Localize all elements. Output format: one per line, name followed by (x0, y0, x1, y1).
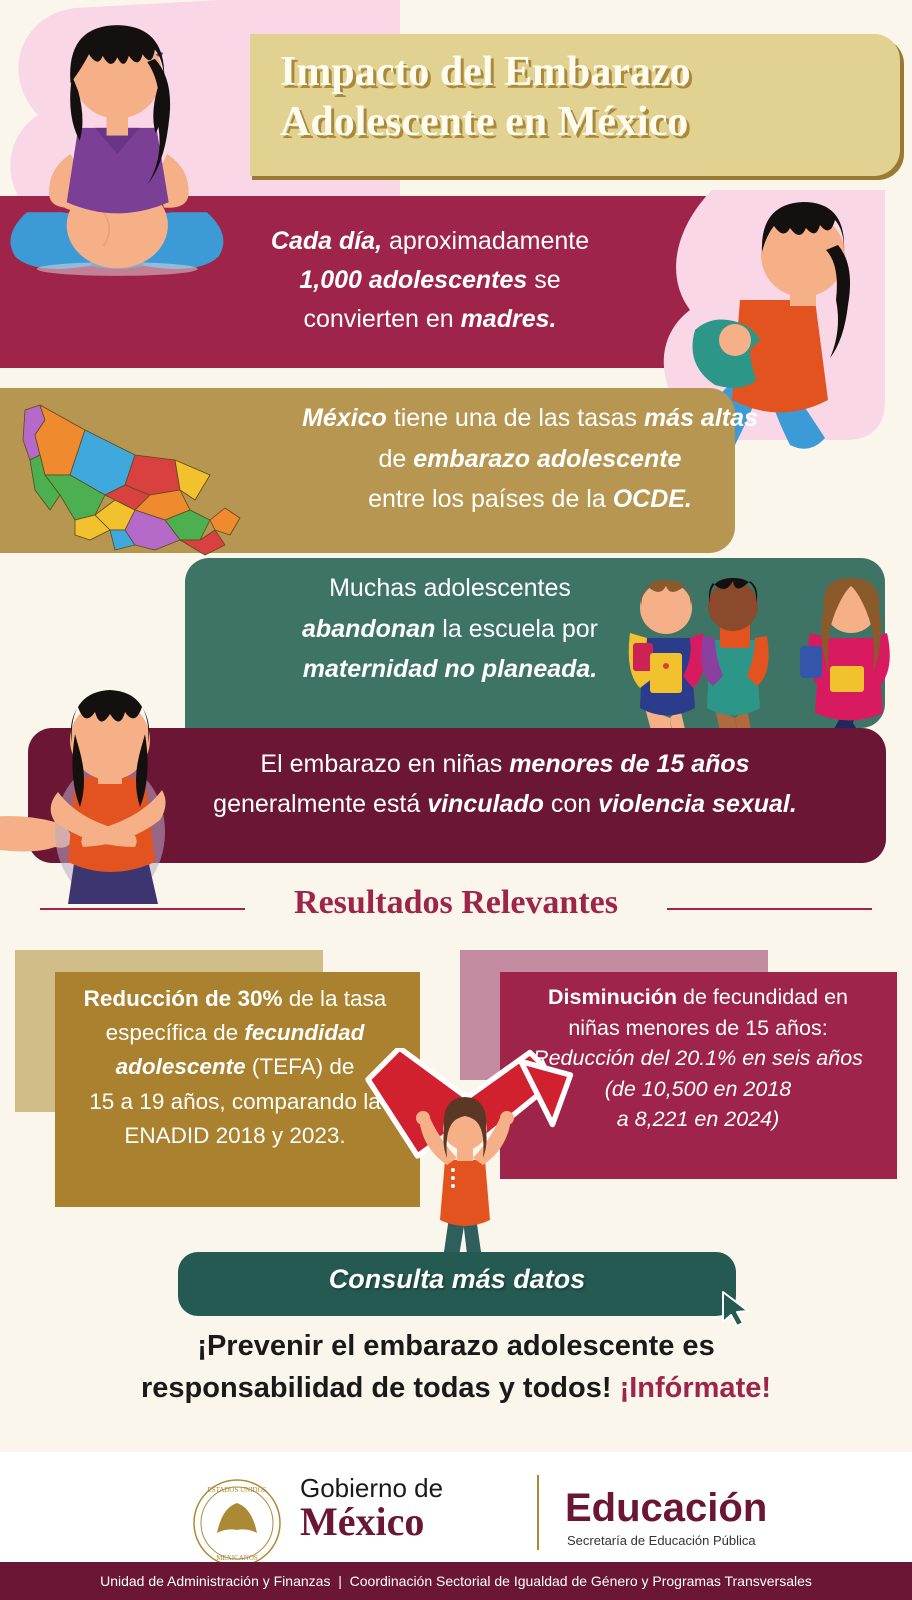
svg-text:ESTADOS UNIDOS: ESTADOS UNIDOS (207, 1486, 266, 1494)
svg-text:MEXICANOS: MEXICANOS (216, 1554, 258, 1562)
